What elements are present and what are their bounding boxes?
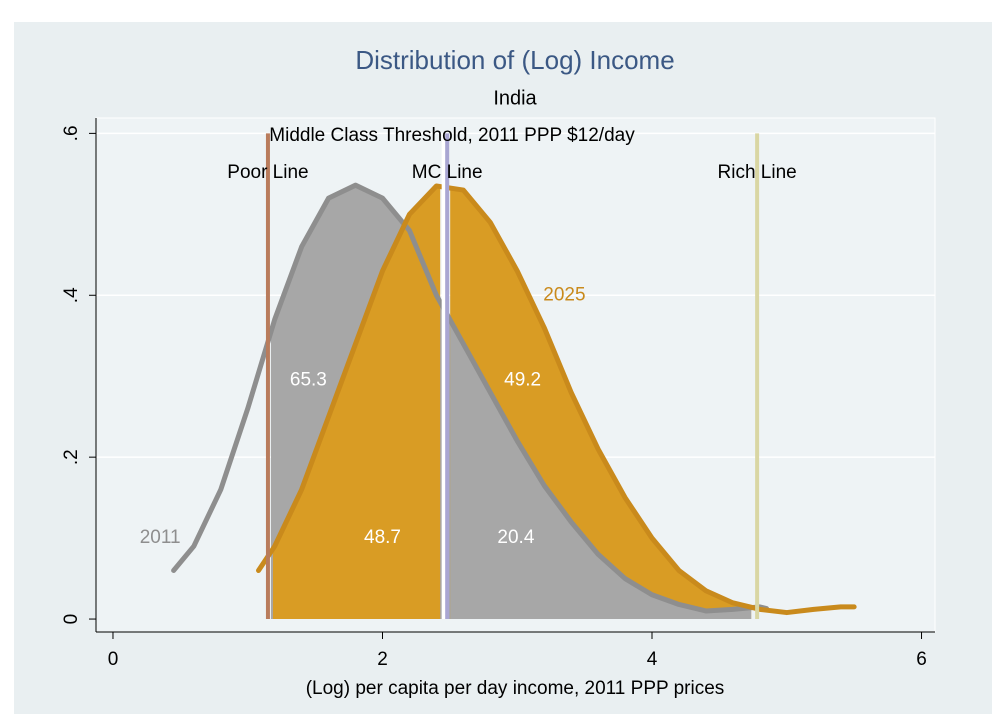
area-label: 20.4 bbox=[497, 527, 534, 548]
area-fill bbox=[450, 320, 752, 620]
y-tick-label: .2 bbox=[61, 449, 82, 465]
x-axis-label: (Log) per capita per day income, 2011 PP… bbox=[306, 678, 725, 699]
area-fill bbox=[272, 185, 441, 620]
x-tick-label: 6 bbox=[916, 649, 927, 670]
area-label: 65.3 bbox=[290, 369, 327, 390]
series-label: 2011 bbox=[140, 527, 181, 548]
x-tick-label: 4 bbox=[647, 649, 658, 670]
y-tick-label: .4 bbox=[61, 287, 82, 303]
area-label: 49.2 bbox=[504, 369, 541, 390]
x-tick-label: 2 bbox=[377, 649, 388, 670]
annotation: Middle Class Threshold, 2011 PPP $12/day bbox=[269, 125, 635, 146]
chart-title: Distribution of (Log) Income bbox=[355, 45, 674, 75]
density-line bbox=[256, 183, 857, 616]
x-tick-label: 0 bbox=[108, 649, 119, 670]
chart-subtitle: India bbox=[493, 87, 537, 109]
reference-line-label: MC Line bbox=[412, 162, 483, 183]
y-tick-label: .6 bbox=[61, 125, 82, 141]
series-label: 2025 bbox=[543, 284, 585, 305]
reference-line-label: Poor Line bbox=[227, 162, 308, 183]
area-label: 48.7 bbox=[364, 527, 401, 548]
reference-line-label: Rich Line bbox=[718, 162, 797, 183]
density-line bbox=[171, 182, 770, 614]
y-tick-label: 0 bbox=[61, 614, 82, 625]
